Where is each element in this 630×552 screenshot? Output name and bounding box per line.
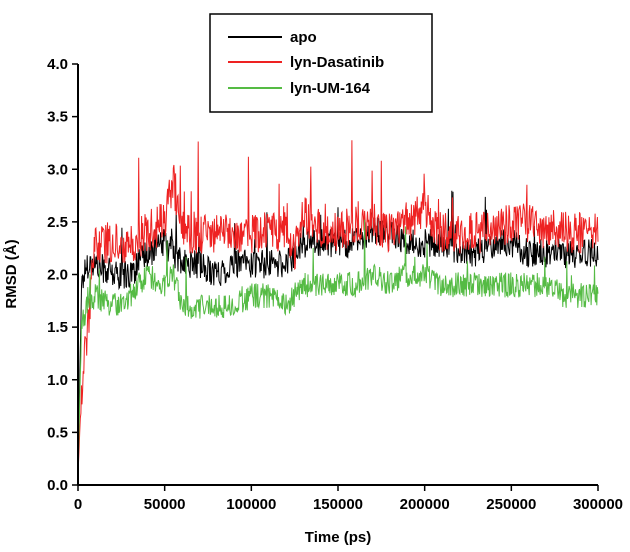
x-tick-label: 50000 bbox=[144, 496, 186, 513]
y-axis-title: RMSD (Å) bbox=[3, 239, 20, 308]
y-tick-label: 3.5 bbox=[47, 109, 68, 126]
x-tick-label: 100000 bbox=[226, 496, 276, 513]
y-tick-label: 3.0 bbox=[47, 161, 68, 178]
legend-label-apo: apo bbox=[290, 29, 317, 46]
ticks-layer: 0 50000 100000 150000 200000 250000 300000 0.0 0… bbox=[47, 56, 623, 513]
y-tick-label: 2.5 bbox=[47, 214, 68, 231]
series-line-lyn-um-164 bbox=[77, 219, 599, 475]
y-tick-label: 0.5 bbox=[47, 424, 68, 441]
y-tick-label: 1.5 bbox=[47, 319, 68, 336]
series-layer bbox=[77, 140, 599, 475]
y-tick-label: 2.0 bbox=[47, 267, 68, 284]
x-tick-label: 0 bbox=[74, 496, 82, 513]
x-tick-label: 300000 bbox=[573, 496, 623, 513]
x-axis-title: Time (ps) bbox=[305, 529, 371, 546]
legend-label-lyn-um-164: lyn-UM-164 bbox=[290, 80, 371, 97]
x-tick-label: 150000 bbox=[313, 496, 363, 513]
legend-label-lyn-dasatinib: lyn-Dasatinib bbox=[290, 54, 384, 71]
y-tick-label: 4.0 bbox=[47, 56, 68, 73]
legend: apo lyn-Dasatinib lyn-UM-164 bbox=[209, 13, 433, 113]
series-line-lyn-dasatinib bbox=[77, 140, 599, 475]
y-tick-label: 1.0 bbox=[47, 372, 68, 389]
x-tick-label: 200000 bbox=[400, 496, 450, 513]
axes-layer bbox=[77, 64, 598, 486]
y-tick-label: 0.0 bbox=[47, 477, 68, 494]
x-tick-label: 250000 bbox=[486, 496, 536, 513]
